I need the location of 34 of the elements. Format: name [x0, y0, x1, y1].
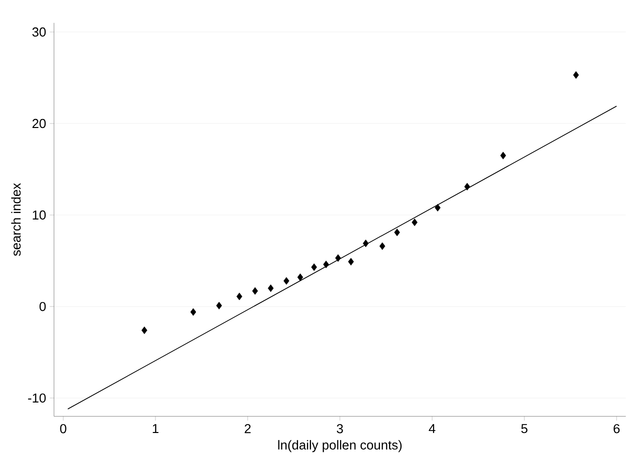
point	[284, 277, 290, 285]
point	[573, 71, 579, 79]
y-tick-label: 0	[40, 302, 46, 312]
point	[412, 218, 418, 226]
point	[362, 240, 369, 248]
x-tick-label: 2	[244, 424, 251, 434]
point	[252, 287, 258, 295]
point	[236, 292, 242, 300]
point	[216, 302, 222, 310]
point	[500, 152, 506, 160]
point	[394, 228, 400, 236]
x-tick-label: 3	[336, 424, 343, 434]
point	[297, 273, 304, 281]
y-axis-title: search index	[11, 183, 21, 256]
y-tick-label: 10	[32, 210, 46, 220]
point	[141, 326, 148, 334]
x-axis-title: ln(daily pollen counts)	[278, 440, 402, 452]
x-tick-label: 4	[428, 424, 436, 433]
point	[311, 263, 317, 271]
point	[379, 242, 386, 250]
point	[335, 254, 341, 262]
point	[268, 284, 274, 292]
point	[434, 204, 441, 212]
x-tick-label: 6	[614, 424, 620, 434]
point	[190, 308, 196, 316]
y-tick-label: 20	[32, 118, 46, 128]
y-tick-label: 30	[32, 27, 46, 36]
x-tick-label: 5	[521, 424, 528, 434]
y-tick-label: -10	[28, 393, 46, 403]
point	[464, 182, 470, 190]
x-tick-label: 0	[60, 424, 66, 434]
point	[348, 258, 354, 266]
point	[323, 260, 329, 268]
x-tick-label: 1	[152, 424, 158, 433]
